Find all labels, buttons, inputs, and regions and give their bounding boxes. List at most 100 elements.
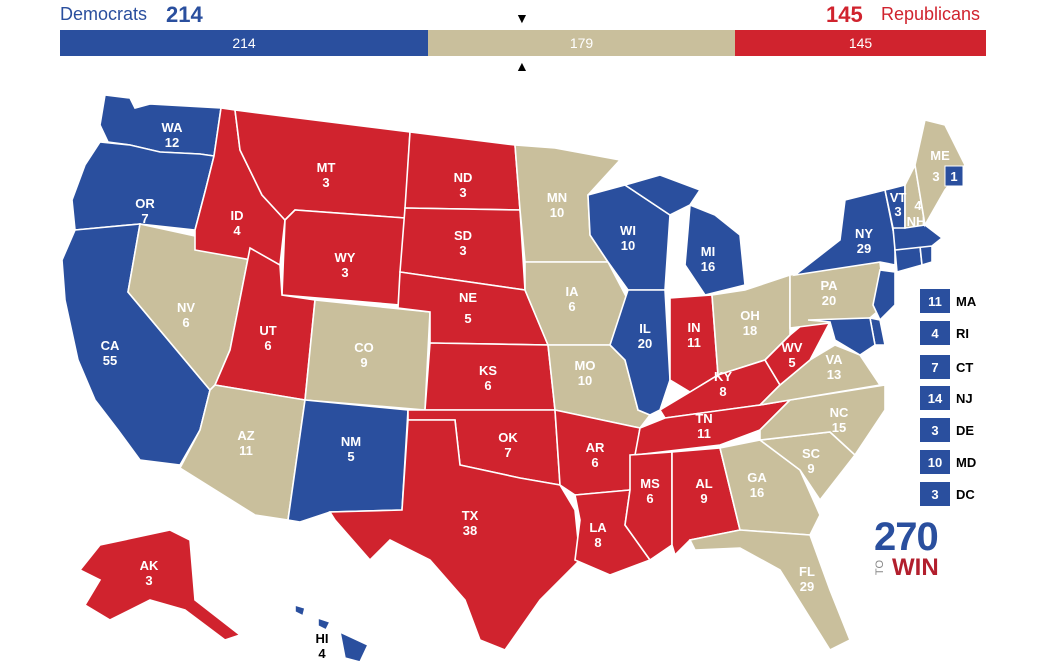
- side-box-nj[interactable]: 14: [920, 386, 950, 410]
- side-box-de[interactable]: 3: [920, 418, 950, 442]
- label-ok-ev: 7: [504, 445, 511, 460]
- state-hi[interactable]: [294, 603, 370, 663]
- label-ny-abbr: NY: [855, 226, 873, 241]
- label-ok-abbr: OK: [498, 430, 518, 445]
- label-az-ev: 11: [239, 443, 253, 458]
- label-co-abbr: CO: [354, 340, 374, 355]
- label-mo-abbr: MO: [575, 358, 596, 373]
- side-label-ma: MA: [956, 294, 977, 309]
- label-il-abbr: IL: [639, 321, 651, 336]
- label-tn-ev: 11: [697, 426, 711, 441]
- label-al-abbr: AL: [695, 476, 712, 491]
- label-la-abbr: LA: [589, 520, 607, 535]
- label-ks-ev: 6: [484, 378, 491, 393]
- label-wv-abbr: WV: [782, 340, 803, 355]
- label-nh-ev: 4: [914, 198, 922, 213]
- state-nj[interactable]: [872, 269, 896, 322]
- label-ca-abbr: CA: [101, 338, 120, 353]
- label-ga-abbr: GA: [747, 470, 767, 485]
- label-ga-ev: 16: [750, 485, 764, 500]
- label-fl-abbr: FL: [799, 564, 815, 579]
- label-hi-ev: 4: [318, 646, 326, 661]
- republicans-total: 145: [826, 2, 863, 27]
- side-label-md: MD: [956, 455, 977, 470]
- midpoint-marker-bottom: ▲: [515, 58, 529, 74]
- site-logo[interactable]: 270 TO WIN: [874, 515, 939, 581]
- side-label-ri: RI: [956, 326, 969, 341]
- label-sd-ev: 3: [459, 243, 466, 258]
- label-tx-abbr: TX: [462, 508, 479, 523]
- logo-number: 270: [874, 515, 939, 559]
- label-sc-ev: 9: [807, 461, 814, 476]
- democrats-label: Democrats: [60, 4, 148, 24]
- label-or-ev: 7: [141, 211, 148, 226]
- side-box-ct[interactable]: 7: [920, 355, 950, 379]
- label-nc-abbr: NC: [830, 405, 849, 420]
- label-ky-ev: 8: [719, 384, 726, 399]
- label-pa-ev: 20: [822, 293, 836, 308]
- label-vt-abbr: VT: [890, 190, 907, 205]
- label-in-ev: 11: [687, 335, 701, 350]
- side-box-ri[interactable]: 4: [920, 321, 950, 345]
- label-il-ev: 20: [638, 336, 652, 351]
- state-ak[interactable]: [78, 529, 242, 641]
- me-district-ev: 1: [950, 169, 957, 184]
- label-pa-abbr: PA: [820, 278, 838, 293]
- label-fl-ev: 29: [800, 579, 814, 594]
- state-il[interactable]: [609, 289, 671, 416]
- side-label-nj: NJ: [956, 391, 973, 406]
- side-box-dc[interactable]: 3: [920, 482, 950, 506]
- label-co-ev: 9: [360, 355, 367, 370]
- side-label-ct: CT: [956, 360, 974, 375]
- side-label-dc: DC: [956, 487, 975, 502]
- state-mi-upper[interactable]: [623, 174, 702, 216]
- label-nc-ev: 15: [832, 420, 846, 435]
- label-ut-abbr: UT: [259, 323, 276, 338]
- label-mi-abbr: MI: [701, 244, 715, 259]
- label-nm-abbr: NM: [341, 434, 361, 449]
- label-in-abbr: IN: [688, 320, 701, 335]
- label-mt-abbr: MT: [317, 160, 336, 175]
- state-me[interactable]: [914, 119, 966, 228]
- state-tx[interactable]: [328, 419, 581, 651]
- label-nd-abbr: ND: [454, 170, 473, 185]
- label-nv-ev: 6: [182, 315, 189, 330]
- state-md[interactable]: [807, 317, 876, 356]
- side-box-md[interactable]: 10: [920, 450, 950, 474]
- label-nm-ev: 5: [347, 449, 354, 464]
- label-la-ev: 8: [594, 535, 601, 550]
- label-va-ev: 13: [827, 367, 841, 382]
- label-ms-abbr: MS: [640, 476, 660, 491]
- side-box-ma[interactable]: 11: [920, 289, 950, 313]
- bar-tossup: 179: [428, 30, 735, 56]
- state-va[interactable]: [757, 344, 882, 407]
- state-mi[interactable]: [684, 203, 746, 296]
- label-mn-abbr: MN: [547, 190, 567, 205]
- state-wy[interactable]: [281, 209, 406, 306]
- label-oh-ev: 18: [743, 323, 757, 338]
- label-tx-ev: 38: [463, 523, 477, 538]
- state-ny[interactable]: [792, 189, 896, 277]
- label-hi-abbr: HI: [316, 631, 329, 646]
- label-az-abbr: AZ: [237, 428, 254, 443]
- label-wy-abbr: WY: [335, 250, 356, 265]
- label-oh-abbr: OH: [740, 308, 760, 323]
- democrats-total: 214: [166, 2, 203, 27]
- state-ri[interactable]: [919, 245, 933, 267]
- label-wv-ev: 5: [788, 355, 795, 370]
- label-vt-ev: 3: [894, 204, 901, 219]
- bar-democrats: 214: [60, 30, 428, 56]
- label-mo-ev: 10: [578, 373, 592, 388]
- label-id-abbr: ID: [231, 208, 244, 223]
- republicans-label: Republicans: [881, 4, 981, 24]
- label-ia-abbr: IA: [566, 284, 580, 299]
- label-ut-ev: 6: [264, 338, 271, 353]
- label-nd-ev: 3: [459, 185, 466, 200]
- midpoint-marker-top: ▼: [515, 10, 529, 26]
- state-fl[interactable]: [688, 529, 852, 652]
- bar-republicans: 145: [735, 30, 986, 56]
- label-mi-ev: 16: [701, 259, 715, 274]
- me-district-box[interactable]: [944, 165, 964, 187]
- label-mn-ev: 10: [550, 205, 564, 220]
